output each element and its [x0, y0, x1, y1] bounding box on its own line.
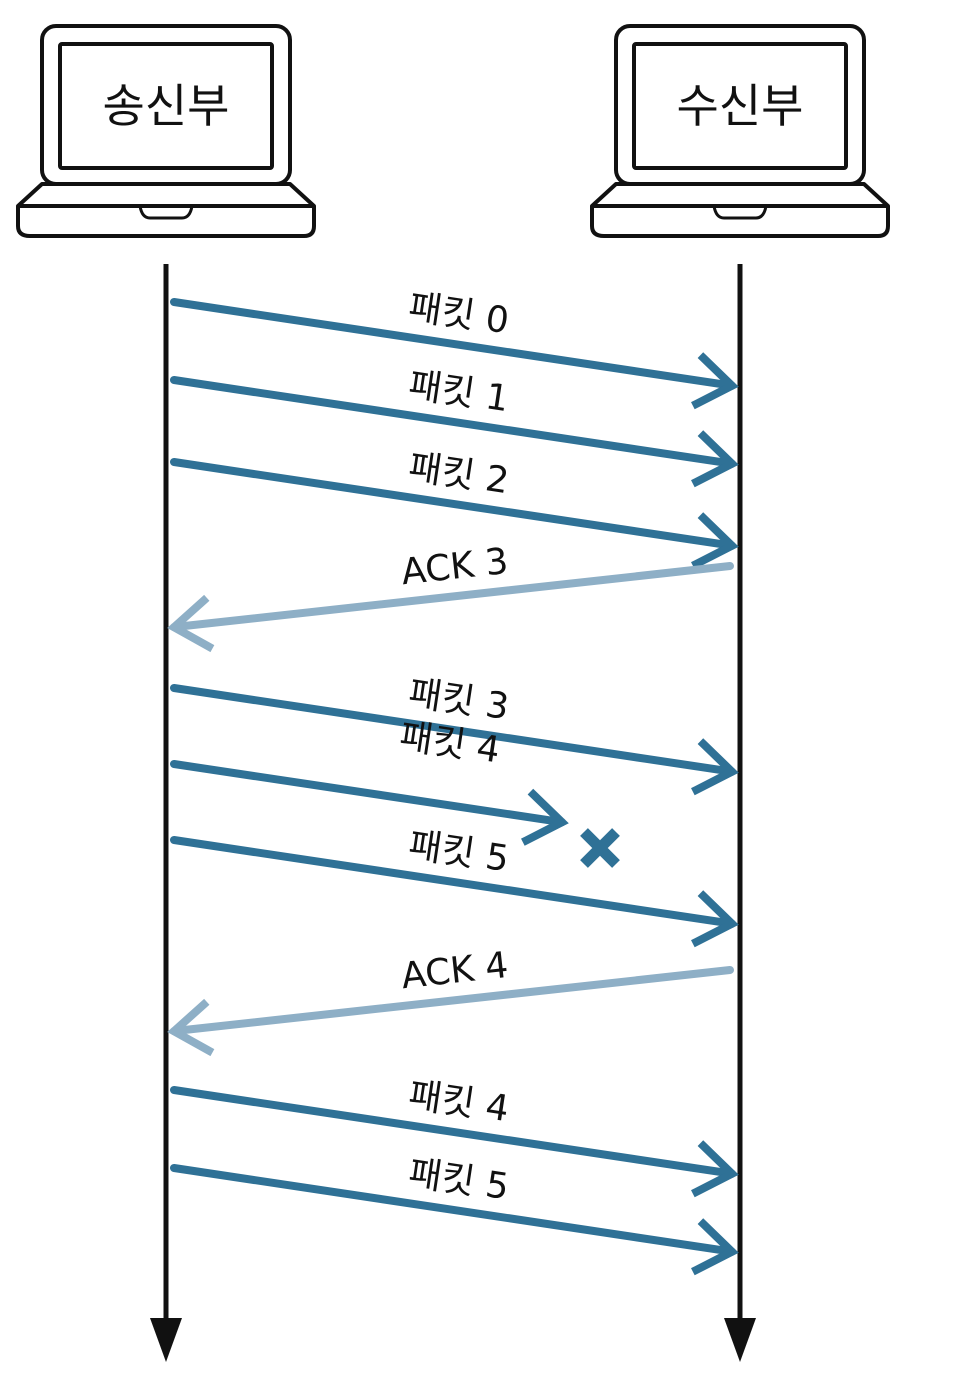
arrowhead-icon [691, 1218, 739, 1276]
message-label: 패킷 1 [406, 365, 512, 420]
sender-timeline [150, 264, 182, 1362]
ack-arrow-line [170, 562, 734, 632]
receiver-label: 수신부 [677, 79, 804, 133]
arrowhead-icon [167, 594, 215, 653]
message-label: 패킷 5 [406, 1153, 512, 1208]
arrowhead-icon [691, 352, 739, 410]
receiver-timeline [724, 264, 756, 1362]
message-label: 패킷 5 [406, 825, 512, 880]
arrowhead-down-icon [150, 1318, 182, 1362]
message-label: 패킷 4 [406, 1075, 512, 1130]
arrowhead-icon [691, 738, 739, 796]
packet-arrow-line [170, 836, 736, 928]
packet-arrow-line [170, 760, 566, 827]
packet-arrow-line [170, 458, 736, 550]
laptop-icon [16, 24, 316, 238]
x-mark-icon [580, 828, 620, 868]
sender-label: 송신부 [103, 79, 230, 133]
arrowhead-icon [691, 430, 739, 488]
arrowhead-icon [521, 788, 569, 846]
message-label: ACK 3 [399, 541, 510, 593]
receiver-node: 수신부 [590, 24, 890, 238]
ack-message: ACK 4 [167, 945, 734, 1057]
packet-arrow-line [170, 376, 736, 468]
arrowhead-icon [691, 890, 739, 948]
laptop-icon [590, 24, 890, 238]
packet-message: 패킷 5 [170, 1153, 739, 1276]
arrowhead-down-icon [724, 1318, 756, 1362]
ack-arrow-line [170, 966, 734, 1036]
packet-message: 패킷 4 [170, 716, 620, 868]
packet-arrow-line [170, 298, 736, 390]
packet-arrow-line [170, 1086, 736, 1178]
arrowhead-icon [691, 512, 739, 570]
message-label: 패킷 2 [406, 447, 512, 502]
ack-message: ACK 3 [167, 541, 734, 653]
arrowhead-icon [691, 1140, 739, 1198]
arrowhead-icon [167, 998, 215, 1057]
sender-node: 송신부 [16, 24, 316, 238]
packet-arrow-line [170, 1164, 736, 1256]
packet-arrow-line [170, 684, 736, 776]
message-label: 패킷 0 [406, 287, 512, 342]
packet-message: 패킷 5 [170, 825, 739, 948]
message-label: ACK 4 [399, 945, 510, 997]
